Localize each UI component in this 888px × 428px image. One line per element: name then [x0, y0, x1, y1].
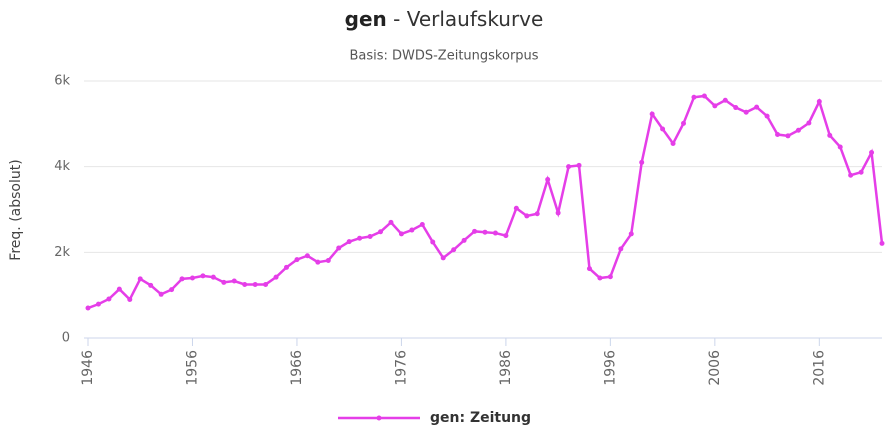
- x-tick-label: 1986: [498, 350, 514, 386]
- point: [200, 273, 206, 279]
- point: [806, 120, 812, 126]
- point: [242, 281, 248, 287]
- point: [169, 287, 175, 293]
- point: [85, 305, 91, 311]
- point: [816, 99, 822, 105]
- point: [534, 211, 540, 217]
- point: [158, 291, 164, 297]
- point: [597, 275, 603, 281]
- point: [492, 230, 498, 236]
- point: [764, 113, 770, 119]
- point: [221, 279, 227, 285]
- y-tick-label: 4k: [54, 159, 70, 174]
- subtitle: Basis: DWDS-Zeitungskorpus: [349, 49, 538, 64]
- point: [336, 245, 342, 251]
- point: [795, 127, 801, 133]
- point: [827, 132, 833, 138]
- x-tick-label: 1996: [602, 350, 618, 386]
- point: [461, 237, 467, 243]
- point: [545, 177, 551, 183]
- point: [775, 132, 781, 138]
- point: [712, 103, 718, 109]
- series-line: [87, 94, 884, 310]
- point: [503, 233, 509, 239]
- title-text: - Verlaufskurve: [393, 7, 543, 31]
- point: [378, 229, 384, 235]
- point: [869, 150, 875, 156]
- point: [701, 93, 707, 99]
- point: [586, 266, 592, 272]
- point: [785, 133, 791, 139]
- point: [743, 109, 749, 115]
- point: [367, 233, 373, 239]
- point: [555, 210, 561, 216]
- point: [148, 282, 154, 288]
- point: [628, 231, 634, 237]
- point: [409, 227, 415, 233]
- legend-marker: [376, 415, 382, 421]
- point: [879, 240, 885, 246]
- point: [346, 239, 352, 245]
- point: [231, 278, 237, 284]
- point: [618, 246, 624, 252]
- point: [95, 301, 101, 307]
- point: [419, 221, 425, 227]
- y-tick-label: 6k: [54, 74, 70, 89]
- point: [472, 228, 478, 234]
- x-tick-label: 2006: [707, 350, 723, 386]
- point: [116, 286, 122, 292]
- point: [681, 120, 686, 126]
- point: [189, 275, 195, 281]
- y-tick-label: 2k: [54, 245, 70, 260]
- point: [273, 274, 279, 280]
- y-tick-label: 0: [62, 331, 70, 346]
- point: [733, 105, 739, 111]
- point: [325, 257, 331, 263]
- point: [179, 276, 185, 282]
- point: [440, 255, 446, 261]
- point: [858, 169, 864, 175]
- point: [430, 239, 436, 245]
- point: [451, 247, 457, 253]
- y-axis-label: Freq. (absolut): [8, 159, 24, 260]
- point: [357, 235, 363, 241]
- x-tick-label: 1976: [393, 350, 409, 386]
- point: [284, 264, 289, 270]
- point: [482, 229, 488, 235]
- point: [691, 94, 697, 100]
- x-tick-label: 1956: [184, 350, 200, 386]
- point: [649, 111, 655, 117]
- point: [524, 213, 530, 219]
- legend-label: gen: Zeitung: [430, 410, 531, 426]
- chart-title: gen - Verlaufskurve: [345, 7, 544, 31]
- x-tick-label: 2016: [811, 350, 827, 386]
- title-term: gen: [345, 7, 387, 31]
- point: [304, 253, 310, 259]
- point: [754, 104, 760, 110]
- point: [660, 126, 666, 132]
- point: [837, 144, 843, 150]
- point: [263, 281, 269, 287]
- point: [106, 296, 112, 302]
- point: [607, 274, 613, 280]
- point: [210, 274, 216, 280]
- point: [398, 231, 404, 237]
- x-tick-label: 1946: [80, 350, 96, 386]
- point: [566, 164, 572, 170]
- point: [127, 296, 133, 302]
- point: [252, 281, 258, 287]
- point: [848, 172, 854, 178]
- point: [513, 205, 519, 211]
- point: [722, 97, 728, 103]
- point: [639, 159, 645, 165]
- point: [137, 276, 143, 282]
- point: [315, 259, 321, 265]
- x-tick-label: 1966: [289, 350, 305, 386]
- point: [388, 219, 394, 225]
- point: [576, 162, 582, 168]
- point: [670, 141, 676, 147]
- point: [294, 257, 300, 263]
